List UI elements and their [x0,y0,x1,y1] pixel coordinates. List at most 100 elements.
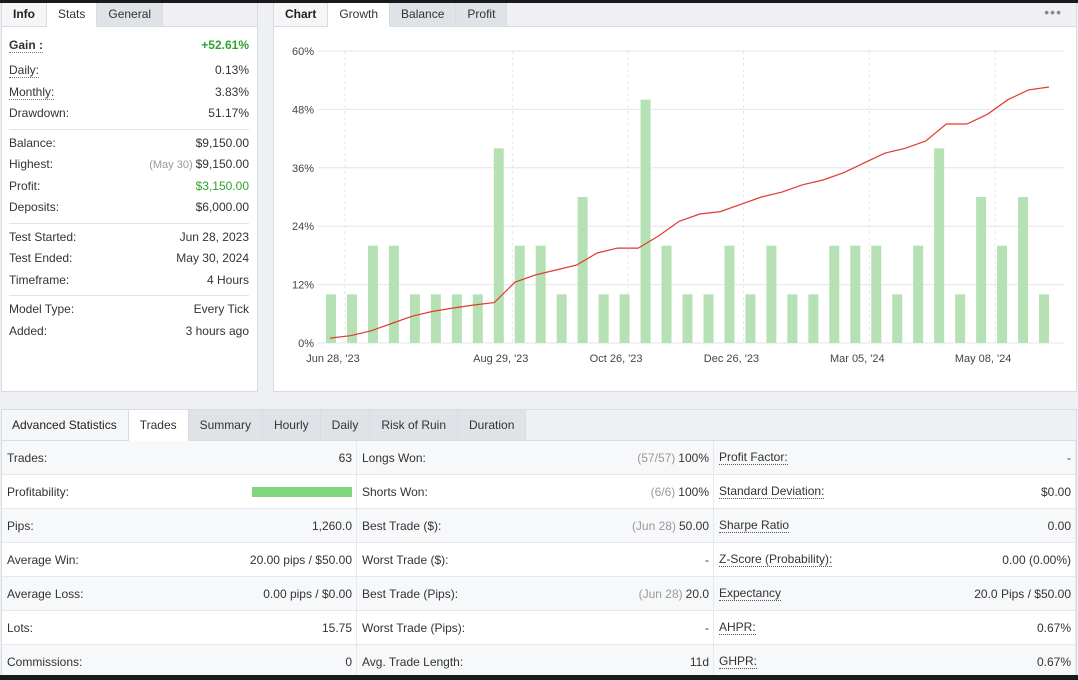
tab-general[interactable]: General [97,3,164,26]
z-score-label[interactable]: Z-Score (Probability): [719,552,833,567]
table-row: Average Loss: 0.00 pips / $0.00 [2,577,357,611]
chart-bar [829,245,840,343]
chart-bar [997,245,1008,343]
expectancy-label[interactable]: Expectancy [719,586,782,601]
y-tick-label: 48% [292,104,314,116]
commissions-value: 0 [345,654,352,669]
chart-bar [472,294,483,343]
chart-bar [577,197,588,343]
tab-stats[interactable]: Stats [47,3,98,27]
profit-factor-value: - [1067,450,1071,465]
chart-bar [808,294,819,343]
deposits-label: Deposits: [9,200,60,214]
tab-balance[interactable]: Balance [390,3,457,26]
x-tick-label: Aug 29, '23 [473,353,528,365]
chart-bar [619,294,630,343]
ahpr-label[interactable]: AHPR: [719,620,756,635]
pips-label: Pips: [7,518,34,533]
tab-advanced-statistics[interactable]: Advanced Statistics [2,410,129,440]
daily-label[interactable]: Daily: [9,63,40,78]
tab-trades[interactable]: Trades [128,410,189,441]
tab-hourly[interactable]: Hourly [262,410,321,440]
drawdown-row: Drawdown: 51.17% [9,103,249,125]
standard-deviation-label[interactable]: Standard Deviation: [719,484,825,499]
profit-factor-label[interactable]: Profit Factor: [719,450,788,465]
average-loss-label: Average Loss: [7,586,84,601]
sharpe-ratio-value: 0.00 [1047,518,1071,533]
tab-chart[interactable]: Chart [274,3,329,26]
tab-growth[interactable]: Growth [328,3,391,27]
info-panel: Info Stats General Gain : +52.61% Daily:… [1,3,258,392]
drawdown-value: 51.17% [208,106,249,120]
monthly-label[interactable]: Monthly: [9,84,55,100]
chart-bar [1039,294,1050,343]
chart-bar [493,148,504,343]
tab-risk-of-ruin[interactable]: Risk of Ruin [370,410,459,440]
tab-daily[interactable]: Daily [320,410,371,440]
tab-profit[interactable]: Profit [456,3,508,26]
shorts-won-value: (6/6) 100% [651,485,709,499]
longs-won-label: Longs Won: [362,450,426,465]
more-dots-icon[interactable]: ••• [1044,4,1062,20]
stats-column-3: Profit Factor: - Standard Deviation: $0.00… [714,441,1076,679]
best-trade-pips-label: Best Trade (Pips): [362,586,459,601]
chart-bar [871,245,882,343]
y-tick-label: 36% [292,163,314,175]
chart-bar [598,294,609,343]
test-started-row: Test Started: Jun 28, 2023 [9,227,249,249]
test-started-value: Jun 28, 2023 [179,229,249,244]
worst-trade-pips-label: Worst Trade (Pips): [362,620,466,635]
test-ended-label: Test Ended: [9,251,73,265]
table-row: Pips: 1,260.0 [2,509,357,543]
tab-summary[interactable]: Summary [188,410,263,440]
gain-value: +52.61% [201,38,249,52]
commissions-label: Commissions: [7,654,83,669]
daily-value: 0.13% [214,63,249,77]
y-tick-label: 0% [298,338,314,350]
added-value: 3 hours ago [185,323,249,338]
avg-trade-length-value: 11d [689,654,709,669]
best-trade-pips-date: (Jun 28) [638,586,683,601]
test-started-label: Test Started: [9,229,77,244]
added-label: Added: [9,323,48,338]
best-trade-usd-date: (Jun 28) [631,518,676,533]
best-trade-pips-value: (Jun 28) 20.0 [639,587,709,601]
chart-bar [955,294,966,343]
shorts-won-label: Shorts Won: [362,484,428,499]
growth-line [329,86,1050,339]
worst-trade-usd-value: - [705,552,709,567]
chart-bar [682,294,693,343]
trades-value: 63 [338,450,352,465]
ghpr-label[interactable]: GHPR: [719,654,758,669]
table-row: Sharpe Ratio 0.00 [714,509,1076,543]
x-tick-label: Jun 28, '23 [306,353,359,365]
average-loss-value: 0.00 pips / $0.00 [263,586,352,601]
y-tick-label: 12% [292,280,314,292]
model-type-row: Model Type: Every Tick [9,299,249,321]
gain-label[interactable]: Gain : [9,38,44,53]
table-row: Best Trade (Pips): (Jun 28) 20.0 [357,577,714,611]
average-win-value: 20.00 pips / $50.00 [249,552,352,567]
tab-duration[interactable]: Duration [458,410,527,440]
gain-row: Gain : +52.61% [9,30,249,60]
highest-amount: $9,150.00 [195,157,249,171]
timeframe-value: 4 Hours [206,272,249,287]
table-row: Lots: 15.75 [2,611,357,645]
x-tick-label: Oct 26, '23 [590,353,643,365]
chart-bar [346,294,357,343]
best-trade-usd-value: (Jun 28) 50.00 [632,519,709,533]
table-row: Average Win: 20.00 pips / $50.00 [2,543,357,577]
info-body: Gain : +52.61% Daily: 0.13% Monthly: 3.8… [2,27,257,342]
profit-label: Profit: [9,178,41,193]
test-ended-value: May 30, 2024 [176,251,249,265]
longs-won-count: (57/57) [637,450,676,465]
tab-info[interactable]: Info [2,3,47,26]
stats-column-1: Trades: 63 Profitability: Pips: 1,260.0 Av… [2,441,357,679]
chart-bar [514,245,525,343]
table-row: Profit Factor: - [714,441,1076,475]
adv-tabs: Advanced Statistics Trades Summary Hourl… [2,410,1076,441]
stats-grid: Trades: 63 Profitability: Pips: 1,260.0 Av… [2,441,1076,679]
sharpe-ratio-label[interactable]: Sharpe Ratio [719,518,790,533]
x-tick-label: Mar 05, '24 [830,353,885,365]
highest-value: (May 30) $9,150.00 [149,154,249,177]
